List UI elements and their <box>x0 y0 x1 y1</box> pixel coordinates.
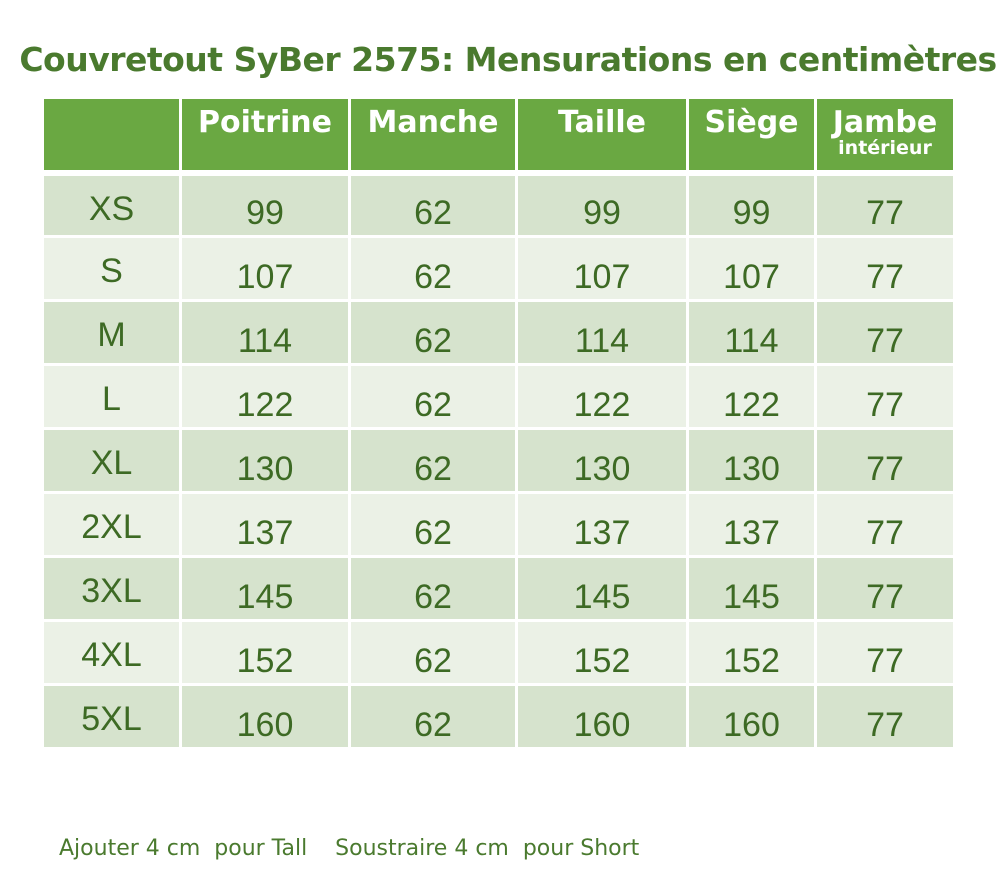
value-cell: 107 <box>686 235 817 302</box>
value-cell: 77 <box>814 427 956 494</box>
size-cell: 3XL <box>41 555 182 622</box>
header-taille: Taille <box>515 96 689 174</box>
value-cell: 145 <box>515 555 689 622</box>
value-cell: 77 <box>814 363 956 430</box>
header-siege: Siège <box>686 96 817 174</box>
value-cell: 152 <box>686 619 817 686</box>
value-cell: 62 <box>348 299 518 366</box>
size-cell: S <box>41 235 182 302</box>
table-row: 3XL 145 62 145 145 77 <box>41 555 956 622</box>
value-cell: 130 <box>515 427 689 494</box>
value-cell: 62 <box>348 555 518 622</box>
value-cell: 62 <box>348 235 518 302</box>
header-label: Taille <box>557 105 647 140</box>
header-label: Jambe <box>832 105 938 140</box>
value-cell: 77 <box>814 235 956 302</box>
value-cell: 107 <box>179 235 351 302</box>
header-sublabel: intérieur <box>838 137 932 159</box>
value-cell: 137 <box>515 491 689 558</box>
header-manche: Manche <box>348 96 518 174</box>
table-row: 5XL 160 62 160 160 77 <box>41 683 956 750</box>
table-row: XS 99 62 99 99 77 <box>41 169 956 238</box>
value-cell: 77 <box>814 619 956 686</box>
header-row: Poitrine Manche Taille Siège Jambe intér… <box>41 96 956 174</box>
value-cell: 77 <box>814 491 956 558</box>
table-row: 2XL 137 62 137 137 77 <box>41 491 956 558</box>
header-label: Siège <box>704 105 799 140</box>
header-corner <box>41 96 182 174</box>
value-cell: 77 <box>814 555 956 622</box>
value-cell: 99 <box>686 169 817 238</box>
size-cell: M <box>41 299 182 366</box>
page-title: Couvretout SyBer 2575: Mensurations en c… <box>19 40 997 79</box>
value-cell: 77 <box>814 299 956 366</box>
size-cell: L <box>41 363 182 430</box>
size-cell: XS <box>41 169 182 238</box>
size-cell: 4XL <box>41 619 182 686</box>
value-cell: 122 <box>515 363 689 430</box>
value-cell: 137 <box>179 491 351 558</box>
value-cell: 62 <box>348 427 518 494</box>
value-cell: 152 <box>179 619 351 686</box>
value-cell: 145 <box>686 555 817 622</box>
value-cell: 77 <box>814 683 956 750</box>
value-cell: 62 <box>348 363 518 430</box>
table-row: L 122 62 122 122 77 <box>41 363 956 430</box>
header-label: Manche <box>367 105 499 140</box>
value-cell: 130 <box>686 427 817 494</box>
value-cell: 99 <box>179 169 351 238</box>
value-cell: 62 <box>348 619 518 686</box>
size-cell: 5XL <box>41 683 182 750</box>
value-cell: 62 <box>348 683 518 750</box>
table-row: S 107 62 107 107 77 <box>41 235 956 302</box>
header-jambe: Jambe intérieur <box>814 96 956 174</box>
value-cell: 62 <box>348 169 518 238</box>
value-cell: 62 <box>348 491 518 558</box>
value-cell: 114 <box>515 299 689 366</box>
table-row: XL 130 62 130 130 77 <box>41 427 956 494</box>
value-cell: 114 <box>179 299 351 366</box>
table-row: M 114 62 114 114 77 <box>41 299 956 366</box>
table-row: 4XL 152 62 152 152 77 <box>41 619 956 686</box>
value-cell: 122 <box>686 363 817 430</box>
value-cell: 137 <box>686 491 817 558</box>
value-cell: 114 <box>686 299 817 366</box>
value-cell: 160 <box>179 683 351 750</box>
size-chart-table: Poitrine Manche Taille Siège Jambe intér… <box>41 96 956 750</box>
value-cell: 99 <box>515 169 689 238</box>
value-cell: 107 <box>515 235 689 302</box>
size-cell: XL <box>41 427 182 494</box>
value-cell: 77 <box>814 169 956 238</box>
value-cell: 160 <box>686 683 817 750</box>
value-cell: 122 <box>179 363 351 430</box>
value-cell: 160 <box>515 683 689 750</box>
header-poitrine: Poitrine <box>179 96 351 174</box>
header-label: Poitrine <box>197 105 332 140</box>
footnote: Ajouter 4 cm pour Tall Soustraire 4 cm p… <box>59 836 640 861</box>
value-cell: 152 <box>515 619 689 686</box>
value-cell: 130 <box>179 427 351 494</box>
value-cell: 145 <box>179 555 351 622</box>
size-cell: 2XL <box>41 491 182 558</box>
